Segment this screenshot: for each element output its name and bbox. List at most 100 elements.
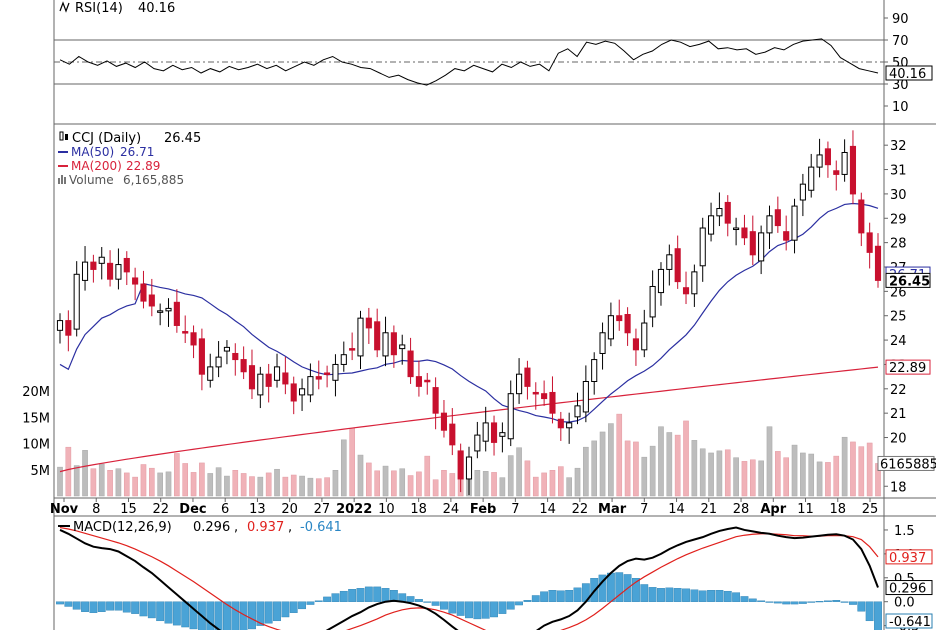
x-tick-label: 22 xyxy=(152,502,169,517)
macd-histogram-bar xyxy=(122,601,131,613)
macd-histogram-bar xyxy=(732,592,741,602)
macd-histogram-bar xyxy=(440,601,448,610)
candle-body xyxy=(357,317,364,357)
macd-histogram-bar xyxy=(264,601,273,624)
volume-bar xyxy=(107,470,113,497)
candle-body xyxy=(432,387,439,414)
macd-histogram-bar xyxy=(114,601,123,611)
price-last-label-box xyxy=(885,272,931,288)
candle-body xyxy=(507,393,514,440)
macd-title: MACD(12,26,9) xyxy=(73,520,172,535)
candle-body xyxy=(541,393,548,400)
x-tick-label: Nov xyxy=(50,502,79,517)
candle-body xyxy=(240,359,247,373)
ma200-line xyxy=(59,366,879,473)
candle-body xyxy=(490,422,498,443)
volume-bar xyxy=(608,423,614,497)
x-tick-label: 28 xyxy=(733,502,750,517)
x-tick-label: Feb xyxy=(470,502,496,517)
candle-legend-icon xyxy=(59,131,68,141)
candle-body xyxy=(749,231,756,256)
candle-body xyxy=(165,307,172,312)
candle-body xyxy=(415,376,422,387)
volume-bar xyxy=(340,439,347,497)
macd-histogram-bar xyxy=(782,601,791,605)
x-tick-label: 15 xyxy=(120,502,137,517)
candle-body xyxy=(574,405,581,418)
macd-histogram-bar xyxy=(515,601,523,606)
candle-body xyxy=(591,359,598,382)
macd-histogram-bar xyxy=(106,601,114,611)
volume-bar xyxy=(850,441,856,497)
macd-histogram-bar xyxy=(498,601,507,614)
macd-histogram-bar xyxy=(606,572,615,602)
volume-bar xyxy=(658,426,664,497)
volume-bar xyxy=(800,452,806,497)
price-tick-label: 28 xyxy=(890,237,907,252)
volume-bar xyxy=(541,472,547,497)
candle-body xyxy=(215,356,222,368)
macd-histogram-bar xyxy=(231,601,240,630)
volume-last-box xyxy=(877,455,935,471)
volume-bar xyxy=(599,431,606,497)
volume-bar xyxy=(349,428,355,497)
price-tick-label: 25 xyxy=(890,310,907,325)
x-tick-label: 18 xyxy=(829,502,846,517)
candle-body xyxy=(516,373,523,395)
macd-histogram-bar xyxy=(632,578,640,602)
ma200-last-label: 22.89 xyxy=(889,361,926,376)
candle-body xyxy=(248,365,256,390)
macd-histogram-bar xyxy=(456,601,465,616)
volume-bar xyxy=(73,465,80,497)
volume-bar xyxy=(441,470,447,497)
volume-bar xyxy=(332,470,339,497)
candle-body xyxy=(140,283,147,302)
price-tick-label: 21 xyxy=(890,407,907,422)
macd-histogram-bar xyxy=(807,601,816,603)
volume-bar xyxy=(524,460,531,497)
candle-body xyxy=(307,376,314,396)
volume-bar xyxy=(199,462,205,497)
volume-bar xyxy=(149,467,155,497)
macd-histogram-bar xyxy=(206,601,215,630)
rsi-line xyxy=(59,38,879,86)
volume-bar xyxy=(98,463,105,497)
volume-bar xyxy=(115,468,122,497)
candle-body xyxy=(808,166,815,191)
macd-histogram-bar xyxy=(415,599,423,602)
macd-histogram-bar xyxy=(665,587,674,602)
volume-bar xyxy=(374,470,380,497)
volume-bar xyxy=(507,455,514,497)
x-tick-label: 25 xyxy=(862,502,879,517)
candle-body xyxy=(557,418,564,429)
x-axis: Nov 8 15 22 Dec 6 13 20 27 2022 10 18 24 Feb 7 14 22 Mar 7… xyxy=(50,498,878,517)
macd-histogram-bar xyxy=(757,600,766,602)
volume-bar xyxy=(749,459,756,497)
x-tick-label: 11 xyxy=(797,502,814,517)
volume-bar xyxy=(232,470,239,497)
macd-histogram-bar xyxy=(798,601,807,604)
candle-body xyxy=(382,332,389,357)
volume-bar xyxy=(683,420,689,497)
macd-legend: MACD(12,26,9) 0.296 , 0.937 , -0.641 xyxy=(58,520,342,535)
candle-body xyxy=(374,321,381,351)
macd-histogram-bar xyxy=(281,601,290,618)
macd-histogram-bar xyxy=(364,586,373,602)
volume-bar xyxy=(290,474,297,497)
macd-histogram-bar xyxy=(298,601,306,610)
candle-body xyxy=(741,227,748,239)
macd-histogram-bar xyxy=(348,589,357,602)
candle-body xyxy=(349,348,356,351)
volume-bar xyxy=(424,455,431,497)
candle-body xyxy=(582,380,589,413)
candle-body xyxy=(733,227,740,231)
macd-last-label-box xyxy=(885,580,933,596)
volume-bar xyxy=(516,447,522,497)
candle-body xyxy=(407,350,414,378)
macd-histogram-bar xyxy=(690,589,699,602)
rsi-tick-label: 30 xyxy=(892,78,909,93)
x-tick-label: 14 xyxy=(668,502,685,517)
volume-bar xyxy=(182,463,189,497)
